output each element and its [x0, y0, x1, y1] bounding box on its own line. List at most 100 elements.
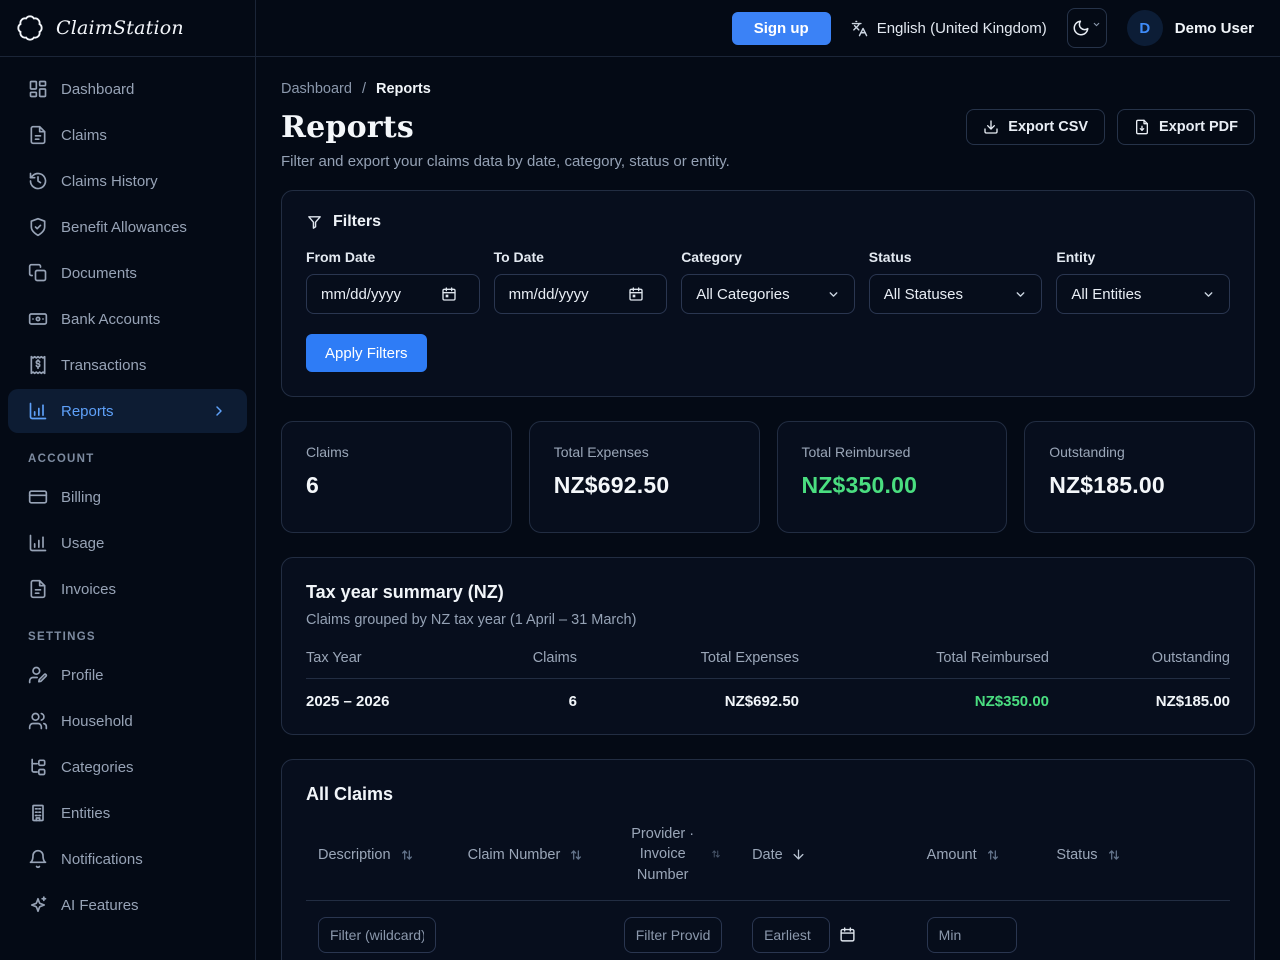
sidebar-item-bank-accounts[interactable]: Bank Accounts	[8, 297, 247, 341]
sidebar-item-household[interactable]: Household	[8, 699, 247, 743]
sort-desc-icon	[793, 849, 804, 860]
calendar-icon[interactable]	[628, 286, 644, 302]
sidebar-item-ai-features[interactable]: AI Features	[8, 883, 247, 927]
category-select[interactable]: All Categories	[681, 274, 855, 314]
sidebar-item-documents[interactable]: Documents	[8, 251, 247, 295]
banknote-icon	[28, 313, 48, 325]
sidebar-item-transactions[interactable]: Transactions	[8, 343, 247, 387]
sidebar-item-usage[interactable]: Usage	[8, 521, 247, 565]
earliest-date-filter-input[interactable]	[752, 917, 831, 953]
sidebar-item-notifications[interactable]: Notifications	[8, 837, 247, 881]
tax-summary-title: Tax year summary (NZ)	[306, 582, 504, 602]
summary-label: Total Reimbursed	[801, 444, 911, 460]
col-claim-number-sort[interactable]: Claim Number	[456, 847, 606, 863]
main-content: Dashboard / Reports Reports Export CSV E…	[256, 57, 1280, 960]
signup-button[interactable]: Sign up	[731, 11, 831, 45]
from-date-label: From Date	[306, 249, 376, 265]
bar-chart-icon	[29, 402, 47, 420]
col-total-expenses: Total Expenses	[700, 650, 799, 666]
credit-card-icon	[28, 490, 48, 504]
entity-select[interactable]: All Entities	[1056, 274, 1230, 314]
tax-year-summary-panel: Tax year summary (NZ) Claims grouped by …	[281, 557, 1255, 735]
provider-filter-cell	[605, 917, 740, 953]
sort-icon	[401, 849, 412, 860]
col-status-sort[interactable]: Status	[1044, 847, 1230, 863]
theme-toggle-button[interactable]	[1066, 8, 1107, 48]
to-date-placeholder: mm/dd/yyyy	[508, 285, 589, 303]
building-icon	[32, 804, 44, 822]
dashboard-icon	[29, 80, 47, 98]
sidebar-item-entities[interactable]: Entities	[8, 791, 247, 835]
col-description-sort[interactable]: Description	[306, 847, 456, 863]
summary-value: NZ$185.00	[1049, 472, 1165, 498]
sidebar-item-invoices[interactable]: Invoices	[8, 567, 247, 611]
calendar-icon	[839, 927, 855, 942]
col-provider-invoice-sort[interactable]: Provider · Invoice Number	[605, 824, 740, 885]
bar-chart-icon	[29, 534, 47, 552]
languages-icon	[851, 20, 867, 36]
user-menu[interactable]: D Demo User	[1126, 10, 1254, 46]
summary-cards: Claims 6 Total Expenses NZ$692.50 Total …	[281, 421, 1255, 533]
sidebar-item-profile[interactable]: Profile	[8, 653, 247, 697]
sidebar-item-benefit-allowances[interactable]: Benefit Allowances	[8, 205, 247, 249]
calendar-icon[interactable]	[441, 286, 457, 302]
language-selector[interactable]: English (United Kingdom)	[851, 20, 1047, 37]
sidebar-item-label: Benefit Allowances	[61, 218, 187, 236]
sidebar-item-dashboard[interactable]: Dashboard	[8, 67, 247, 111]
col-amount-sort[interactable]: Amount	[915, 847, 1045, 863]
filters-panel: Filters From Date mm/dd/yyyy To Date mm/…	[281, 190, 1255, 397]
sidebar-item-label: Usage	[61, 534, 105, 552]
summary-label: Outstanding	[1049, 444, 1125, 460]
export-pdf-button[interactable]: Export PDF	[1117, 109, 1255, 145]
sidebar-item-claims-history[interactable]: Claims History	[8, 159, 247, 203]
description-filter-input[interactable]	[318, 917, 436, 953]
all-claims-table: Description Claim Number Provider · Invo…	[306, 823, 1230, 953]
breadcrumb-current: Reports	[375, 81, 431, 97]
sidebar-section-settings: SETTINGS	[28, 631, 96, 643]
summary-card-total-reimbursed: Total Reimbursed NZ$350.00	[776, 421, 1008, 533]
col-date-label: Date	[752, 846, 783, 863]
status-field-group: Status All Statuses	[868, 249, 1043, 314]
export-actions: Export CSV Export PDF	[966, 109, 1255, 145]
amount-filter-cell	[915, 917, 1045, 953]
col-date-sort[interactable]: Date	[740, 847, 915, 863]
from-date-input[interactable]: mm/dd/yyyy	[306, 274, 480, 314]
amount-min-filter-input[interactable]	[926, 917, 1017, 953]
to-date-input[interactable]: mm/dd/yyyy	[493, 274, 668, 314]
moon-icon	[1073, 20, 1089, 36]
logo[interactable]: ClaimStation	[0, 0, 256, 57]
sidebar-item-claims[interactable]: Claims	[8, 113, 247, 157]
sort-icon	[987, 849, 998, 860]
status-label: Status	[868, 249, 912, 265]
from-date-placeholder: mm/dd/yyyy	[321, 285, 402, 303]
sparkles-icon	[30, 896, 47, 913]
status-select[interactable]: All Statuses	[868, 274, 1043, 314]
breadcrumb-dashboard[interactable]: Dashboard	[281, 81, 352, 97]
col-provider-invoice-label: Provider · Invoice Number	[631, 826, 695, 883]
tax-table-row: 2025 – 2026 6 NZ$692.50 NZ$350.00 NZ$185…	[306, 679, 1230, 710]
date-filter-cell	[740, 917, 915, 953]
download-icon	[984, 120, 998, 134]
sidebar-item-label: Dashboard	[61, 80, 135, 98]
breadcrumb-separator: /	[361, 81, 366, 97]
summary-card-outstanding: Outstanding NZ$185.00	[1024, 421, 1255, 533]
all-claims-header-row: Description Claim Number Provider · Invo…	[306, 823, 1230, 901]
col-outstanding: Outstanding	[1151, 650, 1230, 666]
chevron-down-icon	[1016, 291, 1025, 297]
export-csv-button[interactable]: Export CSV	[966, 109, 1106, 145]
sidebar-item-label: Claims History	[61, 172, 158, 190]
chevron-down-icon	[1204, 291, 1213, 297]
sidebar-item-categories[interactable]: Categories	[8, 745, 247, 789]
cell-total-expenses: NZ$692.50	[724, 693, 799, 710]
language-label: English (United Kingdom)	[876, 19, 1047, 37]
date-filter-calendar-button[interactable]	[838, 926, 856, 944]
top-bar: Sign up English (United Kingdom) D Demo …	[256, 0, 1280, 57]
category-label: Category	[681, 249, 742, 265]
sidebar-item-reports[interactable]: Reports	[8, 389, 247, 433]
apply-filters-button[interactable]: Apply Filters	[306, 334, 427, 372]
sidebar-item-billing[interactable]: Billing	[8, 475, 247, 519]
file-text-icon	[30, 579, 46, 599]
page-title: Reports	[281, 109, 414, 145]
provider-filter-input[interactable]	[623, 917, 722, 953]
tree-icon	[31, 758, 46, 776]
